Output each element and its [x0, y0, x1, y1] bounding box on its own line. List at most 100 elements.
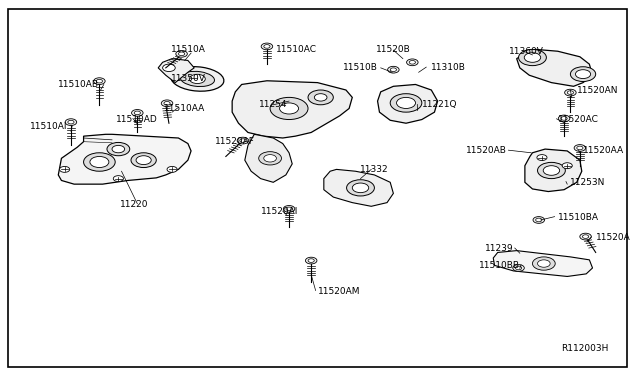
Circle shape: [515, 266, 522, 270]
Circle shape: [538, 260, 550, 267]
Circle shape: [314, 94, 327, 101]
Ellipse shape: [189, 74, 205, 84]
Text: 11510BB: 11510BB: [479, 261, 520, 270]
Text: 11520AB: 11520AB: [467, 147, 507, 155]
Circle shape: [574, 145, 586, 151]
Text: 11510BA: 11510BA: [557, 213, 599, 222]
Circle shape: [113, 176, 124, 182]
Text: 11254: 11254: [259, 100, 287, 109]
Circle shape: [68, 120, 74, 124]
Circle shape: [532, 257, 556, 270]
Text: 11510A: 11510A: [170, 45, 205, 54]
Circle shape: [164, 102, 170, 105]
Circle shape: [96, 79, 102, 83]
Circle shape: [270, 97, 308, 119]
Polygon shape: [493, 251, 593, 276]
Polygon shape: [525, 149, 582, 192]
Circle shape: [558, 115, 570, 122]
Text: 11510B: 11510B: [342, 63, 378, 72]
Text: 11221Q: 11221Q: [422, 100, 458, 109]
Text: 11520AF: 11520AF: [216, 137, 255, 146]
Circle shape: [570, 67, 596, 81]
Text: 11520AC: 11520AC: [557, 115, 598, 124]
Polygon shape: [378, 84, 438, 123]
Text: 11360V: 11360V: [509, 47, 543, 56]
Circle shape: [308, 90, 333, 105]
Text: 11332: 11332: [360, 165, 388, 174]
Circle shape: [163, 64, 175, 71]
Circle shape: [264, 155, 276, 162]
Text: 11520AI: 11520AI: [261, 207, 298, 217]
Polygon shape: [244, 134, 292, 182]
Text: 11239: 11239: [485, 244, 513, 253]
Circle shape: [580, 233, 591, 240]
Text: 11310B: 11310B: [431, 63, 466, 72]
Circle shape: [390, 68, 396, 71]
Circle shape: [93, 78, 105, 84]
Circle shape: [409, 61, 415, 64]
Circle shape: [575, 70, 591, 78]
Circle shape: [577, 146, 583, 150]
Circle shape: [513, 264, 524, 271]
Circle shape: [284, 206, 295, 212]
Text: 11510AD: 11510AD: [116, 115, 158, 124]
Circle shape: [543, 166, 559, 175]
Circle shape: [161, 100, 173, 107]
Circle shape: [112, 145, 125, 153]
Polygon shape: [232, 81, 352, 138]
Circle shape: [132, 109, 143, 116]
Circle shape: [134, 111, 140, 115]
Circle shape: [107, 142, 130, 156]
Circle shape: [518, 49, 547, 65]
Circle shape: [564, 89, 576, 96]
Circle shape: [390, 94, 422, 112]
Circle shape: [536, 218, 542, 222]
Circle shape: [397, 97, 415, 109]
Text: 11520AM: 11520AM: [317, 287, 360, 296]
Ellipse shape: [180, 71, 214, 87]
Circle shape: [60, 166, 70, 172]
Polygon shape: [58, 134, 191, 184]
Circle shape: [179, 52, 185, 56]
Polygon shape: [158, 59, 194, 83]
Circle shape: [533, 217, 545, 223]
Circle shape: [261, 43, 273, 50]
Circle shape: [264, 45, 270, 48]
Polygon shape: [324, 169, 394, 206]
Circle shape: [582, 235, 589, 238]
Circle shape: [388, 66, 399, 73]
Text: 11520B: 11520B: [376, 45, 411, 54]
Circle shape: [176, 51, 188, 57]
Circle shape: [136, 156, 151, 164]
Circle shape: [131, 153, 156, 167]
Circle shape: [524, 53, 541, 62]
Circle shape: [280, 103, 298, 114]
FancyBboxPatch shape: [8, 9, 627, 367]
Text: 11520AN: 11520AN: [577, 86, 618, 94]
Circle shape: [308, 259, 314, 262]
Circle shape: [286, 207, 292, 211]
Circle shape: [240, 139, 246, 142]
Text: 11510AC: 11510AC: [276, 45, 317, 54]
Circle shape: [84, 153, 115, 171]
Circle shape: [259, 152, 282, 165]
Circle shape: [406, 59, 418, 66]
Circle shape: [347, 180, 374, 196]
Circle shape: [538, 162, 565, 179]
Text: 11520A: 11520A: [596, 233, 630, 242]
Circle shape: [562, 163, 572, 169]
Circle shape: [65, 119, 77, 125]
Text: 11510AB: 11510AB: [58, 80, 99, 89]
Text: 11520AA: 11520AA: [583, 147, 624, 155]
Circle shape: [237, 137, 249, 144]
Text: 11350V: 11350V: [170, 74, 205, 83]
Circle shape: [167, 166, 177, 172]
Circle shape: [352, 183, 369, 193]
Circle shape: [537, 155, 547, 161]
Text: 11510AI: 11510AI: [30, 122, 68, 131]
Circle shape: [561, 117, 567, 120]
Ellipse shape: [171, 67, 224, 91]
Text: 11220: 11220: [120, 200, 148, 209]
Text: 11253N: 11253N: [570, 178, 606, 187]
Polygon shape: [516, 49, 593, 86]
